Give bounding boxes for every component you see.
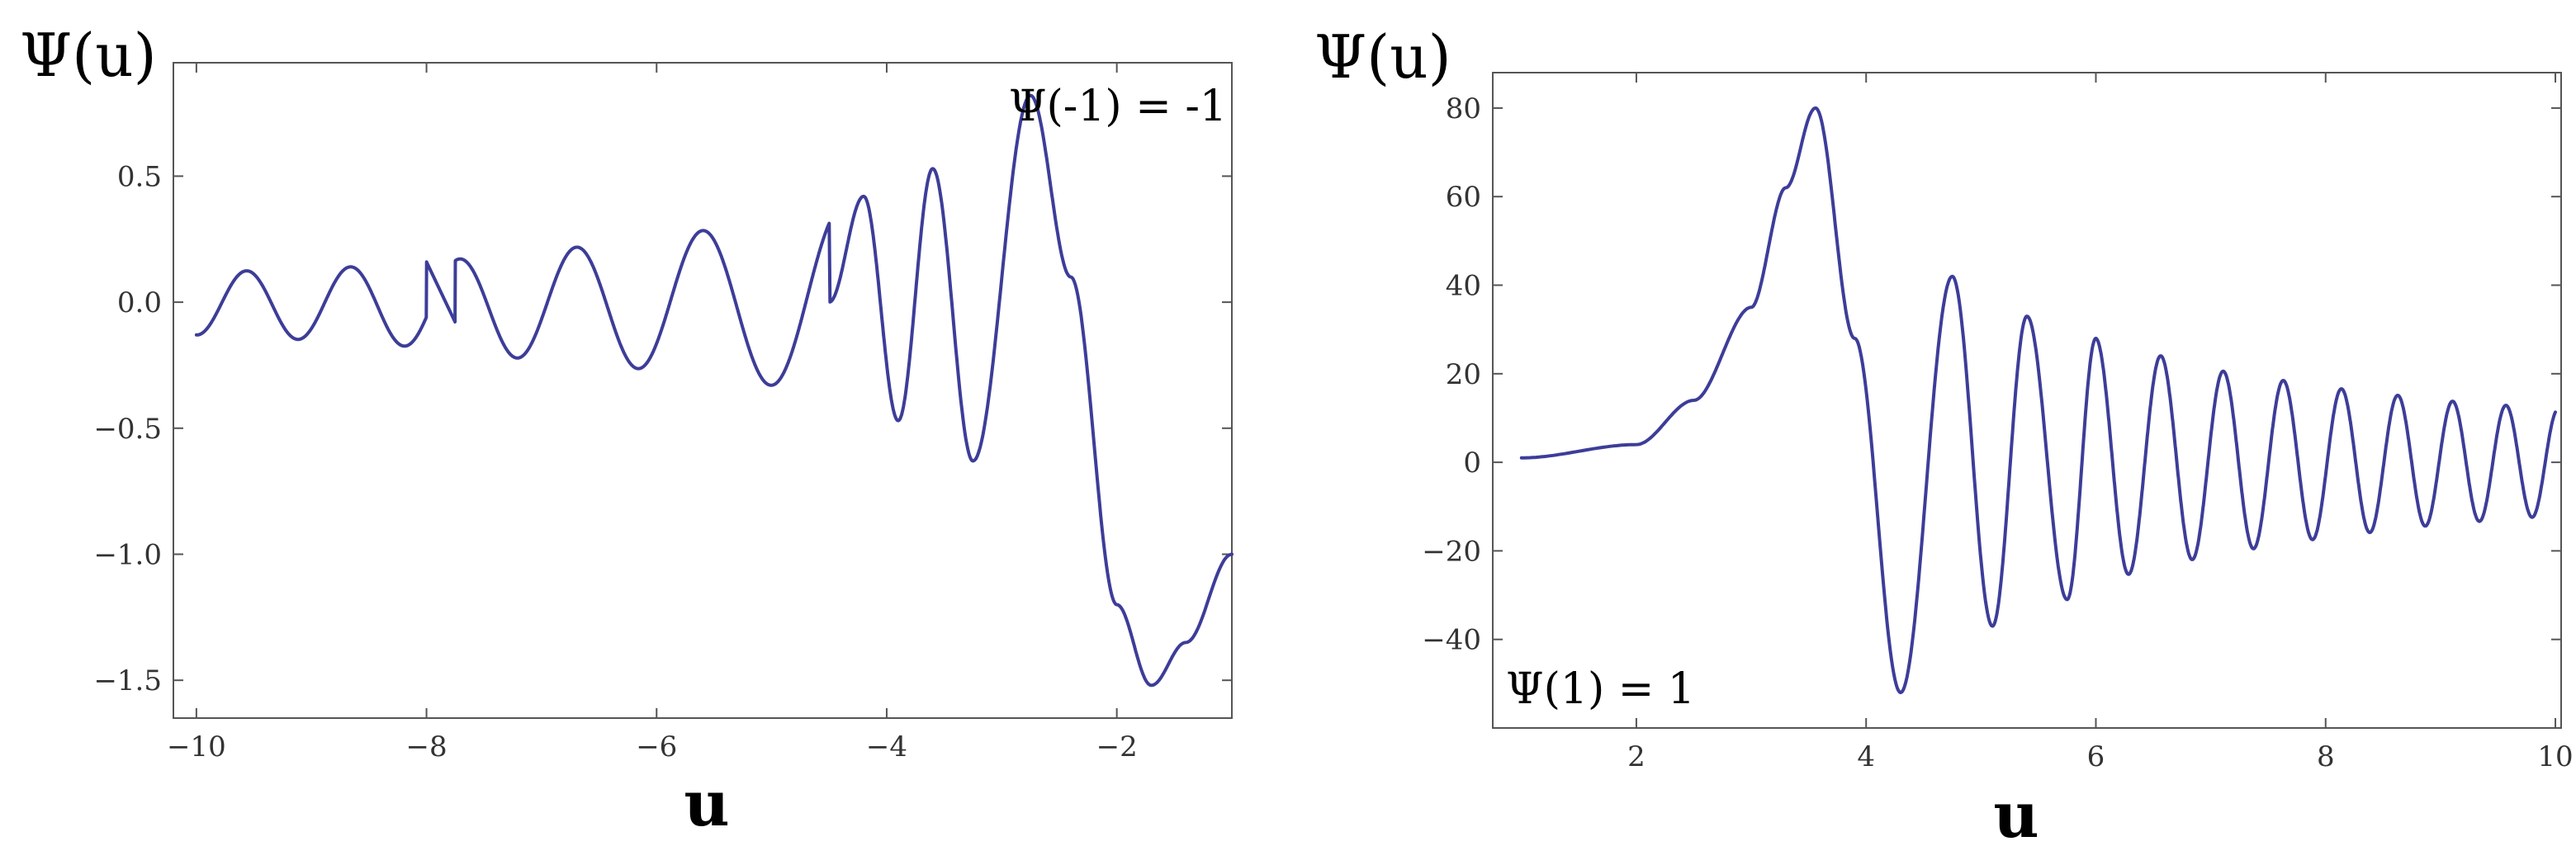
right-x-ticks: 2 4 6 8 10 [1627, 73, 2574, 773]
left-y-tick-label: 0.0 [117, 286, 162, 319]
left-plot-frame [173, 62, 1233, 719]
left-series-line [194, 93, 1234, 688]
right-y-tick-label: 80 [1446, 92, 1481, 125]
right-y-tick-label: 40 [1446, 270, 1481, 303]
left-annotation: Ψ(-1) = -1 [1009, 82, 1227, 131]
left-panel: −10 −8 −6 −4 −2 0.5 0.0 −0.5 −1.0 −1.5 Ψ(u) u Ψ(… [20, 21, 1234, 840]
left-x-ticks: −10 −8 −6 −4 −2 [167, 63, 1138, 763]
right-panel: 2 4 6 8 10 80 60 40 20 0 −20 −40 Ψ(u) u Ψ(1) = 1 [1314, 22, 2574, 852]
left-y-tick-label: −1.5 [93, 664, 162, 697]
left-x-tick-label: −6 [636, 730, 677, 763]
right-y-tick-label: 0 [1463, 447, 1481, 480]
right-x-tick-label: 6 [2087, 740, 2105, 773]
right-y-ticks: 80 60 40 20 0 −20 −40 [1422, 92, 2561, 657]
left-x-axis-label: u [684, 767, 729, 840]
right-annotation: Ψ(1) = 1 [1506, 664, 1695, 714]
right-x-tick-label: 8 [2317, 740, 2335, 773]
right-y-tick-label: −20 [1422, 535, 1481, 568]
left-y-tick-label: 0.5 [117, 160, 162, 193]
left-y-tick-label: −0.5 [93, 413, 162, 446]
right-y-axis-label: Ψ(u) [1314, 22, 1451, 92]
right-plot-frame [1492, 72, 2562, 729]
right-x-tick-label: 10 [2537, 740, 2573, 773]
left-x-tick-label: −4 [866, 730, 907, 763]
left-x-tick-label: −8 [406, 730, 447, 763]
left-x-tick-label: −2 [1096, 730, 1138, 763]
right-y-tick-label: −40 [1422, 624, 1481, 657]
right-x-tick-label: 4 [1857, 740, 1875, 773]
left-y-axis-label: Ψ(u) [20, 21, 157, 90]
right-y-tick-label: 20 [1446, 358, 1481, 391]
left-x-tick-label: −10 [167, 730, 226, 763]
right-x-axis-label: u [1993, 778, 2039, 852]
left-y-ticks: 0.5 0.0 −0.5 −1.0 −1.5 [93, 160, 1232, 697]
right-series-line [1519, 106, 2557, 695]
right-x-tick-label: 2 [1627, 740, 1646, 773]
left-y-tick-label: −1.0 [93, 539, 162, 572]
right-y-tick-label: 60 [1446, 181, 1481, 214]
